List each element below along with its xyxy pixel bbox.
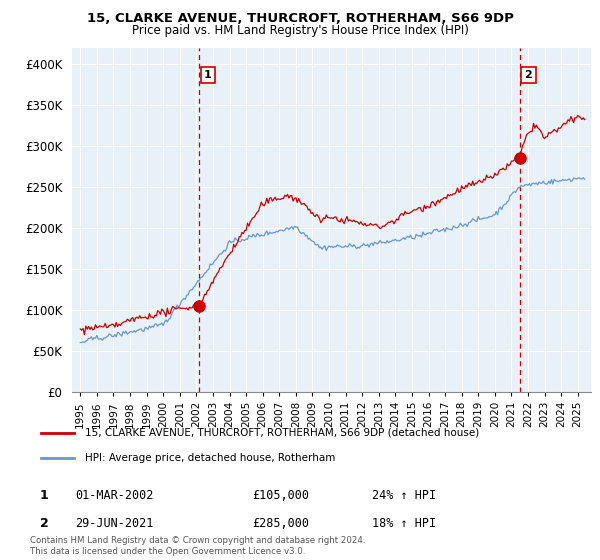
Text: £285,000: £285,000 (252, 517, 309, 530)
Text: 01-MAR-2002: 01-MAR-2002 (75, 489, 154, 502)
Text: 15, CLARKE AVENUE, THURCROFT, ROTHERHAM, S66 9DP (detached house): 15, CLARKE AVENUE, THURCROFT, ROTHERHAM,… (85, 428, 479, 438)
Text: 18% ↑ HPI: 18% ↑ HPI (372, 517, 436, 530)
Text: 1: 1 (40, 489, 49, 502)
Text: 29-JUN-2021: 29-JUN-2021 (75, 517, 154, 530)
Text: 15, CLARKE AVENUE, THURCROFT, ROTHERHAM, S66 9DP: 15, CLARKE AVENUE, THURCROFT, ROTHERHAM,… (86, 12, 514, 25)
Text: Price paid vs. HM Land Registry's House Price Index (HPI): Price paid vs. HM Land Registry's House … (131, 24, 469, 36)
Text: HPI: Average price, detached house, Rotherham: HPI: Average price, detached house, Roth… (85, 452, 335, 463)
Text: Contains HM Land Registry data © Crown copyright and database right 2024.
This d: Contains HM Land Registry data © Crown c… (30, 536, 365, 556)
Text: 1: 1 (204, 70, 212, 80)
Text: £105,000: £105,000 (252, 489, 309, 502)
Text: 2: 2 (40, 517, 49, 530)
Text: 24% ↑ HPI: 24% ↑ HPI (372, 489, 436, 502)
Text: 2: 2 (524, 70, 532, 80)
